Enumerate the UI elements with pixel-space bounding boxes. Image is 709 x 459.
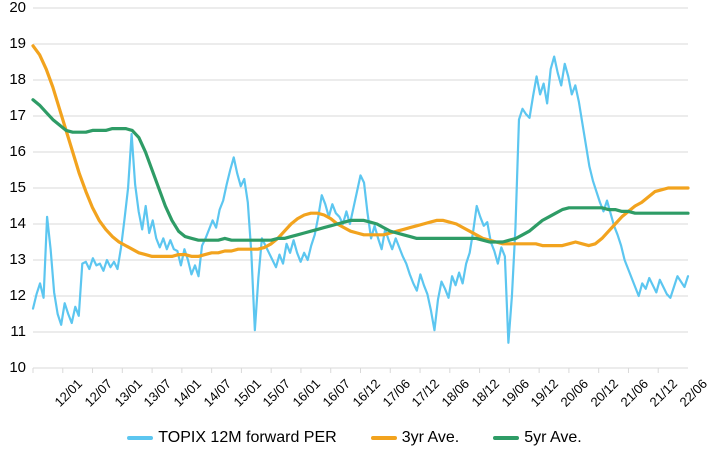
x-axis-ticks-group [32,368,659,373]
gridlines-group [33,7,688,369]
legend-item[interactable]: TOPIX 12M forward PER [127,429,337,447]
series-line [31,98,690,244]
legend-color-swatch [127,436,154,440]
y-axis-tick-label: 18 [9,71,26,88]
y-axis-tick-label: 11 [10,323,26,340]
legend-label: TOPIX 12M forward PER [158,429,337,446]
legend-color-swatch [370,436,397,440]
legend-item[interactable]: 3yr Ave. [370,429,460,447]
legend-label: 3yr Ave. [401,429,460,446]
series-line [31,44,690,258]
y-axis-tick-label: 12 [9,287,26,304]
series-paths-group [31,44,690,344]
y-axis-tick-label: 13 [9,251,26,268]
y-axis-tick-label: 10 [9,359,26,376]
y-axis-tick-label: 16 [9,143,26,160]
y-axis-tick-label: 17 [9,107,26,124]
y-axis-tick-label: 14 [9,215,26,232]
chart-legend: TOPIX 12M forward PER 3yr Ave. 5yr Ave. [0,424,709,452]
series-line [31,55,690,344]
legend-color-swatch [493,436,520,440]
legend-item[interactable]: 5yr Ave. [493,429,582,447]
y-axis-tick-label: 19 [9,35,26,52]
y-axis-tick-label: 15 [9,179,26,196]
legend-label: 5yr Ave. [524,429,582,446]
y-axis-tick-label: 20 [9,0,26,16]
